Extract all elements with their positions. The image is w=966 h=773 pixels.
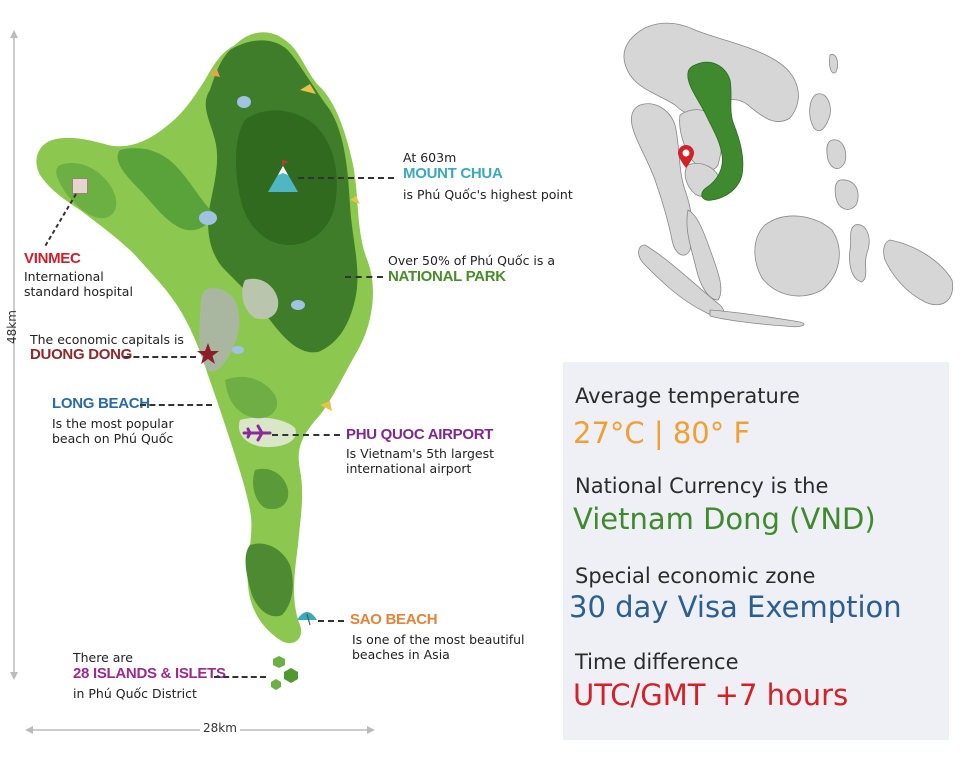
islands-desc: in Phú Quốc District [73, 686, 197, 701]
duong-dong-pre: The economic capitals is [30, 332, 184, 347]
mount-chua-leader [298, 177, 394, 179]
sao-beach-desc-2: beaches in Asia [352, 647, 450, 662]
currency-value: Vietnam Dong (VND) [573, 502, 876, 536]
mount-chua-desc: is Phú Quốc's highest point [403, 187, 573, 202]
zone-heading: Special economic zone [575, 564, 816, 588]
temperature-value: 27°C | 80° F [573, 416, 751, 450]
mount-chua-pre: At 603m [403, 150, 457, 165]
time-heading: Time difference [575, 650, 739, 674]
star-icon [197, 343, 219, 364]
duong-dong-leader [124, 356, 196, 358]
islands-name: 28 ISLANDS & ISLETS [73, 665, 226, 682]
sao-beach-desc-1: Is one of the most beautiful [352, 632, 525, 647]
national-park-name: NATIONAL PARK [388, 268, 506, 285]
airport-desc-2: international airport [346, 461, 472, 476]
duong-dong-name: DUONG DONG [30, 346, 133, 363]
height-dimension [0, 30, 30, 680]
info-panel: Average temperature 27°C | 80° F Nationa… [563, 362, 949, 740]
island-map [36, 32, 373, 690]
airplane-icon [242, 424, 272, 442]
long-beach-name: LONG BEACH [52, 395, 150, 412]
vinmec-leader [40, 192, 80, 252]
width-label: 28km [200, 721, 240, 735]
long-beach-desc-1: Is the most popular [52, 416, 174, 431]
map-pin-icon [678, 145, 694, 168]
hexagon-icon [271, 656, 298, 690]
national-park-leader [345, 276, 383, 278]
vinmec-desc-1: International [24, 269, 104, 284]
zone-value: 30 day Visa Exemption [569, 590, 902, 624]
sao-beach-leader [318, 620, 344, 622]
sao-beach-name: SAO BEACH [350, 611, 438, 628]
mountain-icon [268, 160, 298, 192]
long-beach-leader [140, 404, 212, 406]
islands-pre: There are [73, 650, 133, 665]
currency-heading: National Currency is the [575, 474, 829, 498]
height-arrow [10, 30, 18, 680]
umbrella-icon [297, 612, 317, 626]
region-map-graphic [623, 22, 954, 328]
airport-leader [272, 434, 340, 436]
hospital-icon [72, 178, 88, 194]
mount-chua-name: MOUNT CHUA [403, 165, 503, 182]
vinmec-name: VINMEC [24, 250, 81, 267]
long-beach-desc-2: beach on Phú Quốc [52, 431, 174, 446]
region-map [600, 10, 960, 330]
vinmec-desc-2: standard hospital [24, 284, 133, 299]
time-value: UTC/GMT +7 hours [573, 678, 849, 712]
airport-name: PHU QUOC AIRPORT [346, 426, 494, 443]
vietnam-highlight [687, 61, 744, 201]
temperature-heading: Average temperature [575, 384, 800, 408]
islands-leader [214, 676, 266, 678]
national-park-pre: Over 50% of Phú Quốc is a [388, 253, 556, 268]
airport-desc-1: Is Vietnam's 5th largest [346, 446, 495, 461]
